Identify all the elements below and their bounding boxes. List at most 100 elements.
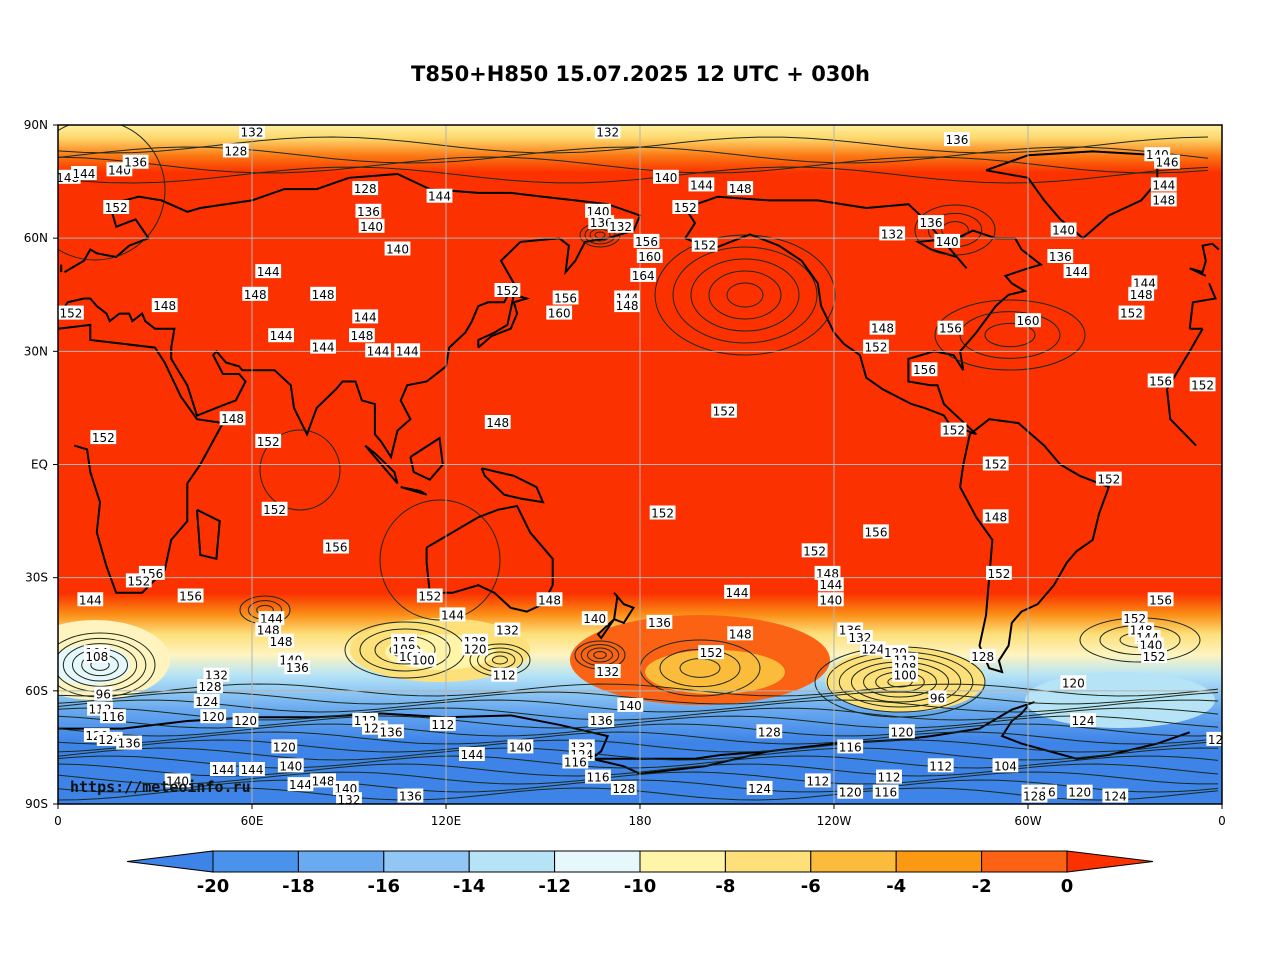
contour-label-bg [397,788,424,803]
height-contour [58,739,1219,753]
height-contour [58,747,1219,761]
contour-label: 144 [72,167,95,181]
contour-label: 120 [1062,676,1085,690]
contour-label: 152 [674,201,697,215]
lat-label: 60S [25,684,48,698]
contour-label-bg [394,343,421,358]
contour-label: 100 [412,654,435,668]
height-contour [58,166,1209,184]
contour-label-bg [177,588,204,603]
contour-label: 136 [124,156,147,170]
contour-label-bg [232,713,259,727]
contour-label-bg [927,758,954,773]
contour-label: 152 [700,646,723,660]
contour-label: 144 [428,190,451,204]
contour-label-bg [284,660,311,675]
height-contour [654,234,836,356]
contour-label-bg [1189,377,1216,392]
contour-label-bg [969,648,996,663]
contour-label-bg [982,456,1009,471]
contour-label-bg [462,641,488,656]
contour-label-bg [711,403,737,418]
contour-label-bg [585,203,611,218]
lon-label: 60W [1014,814,1041,828]
contour-label-bg [944,132,970,147]
contour-label: 124 [748,782,771,796]
contour-label-bg [911,362,938,377]
contour-label-bg [937,320,964,335]
contour-label-bg [332,780,359,795]
contour-label: 140 [360,220,383,234]
contour-label-bg [872,784,899,799]
contour-label: 156 [939,322,962,336]
contour-label: 156 [325,541,348,555]
contour-label-bg [653,169,679,184]
height-contour [934,299,1086,371]
lon-label: 0 [54,814,62,828]
height-contour [62,643,138,687]
coastline [364,444,399,485]
height-contour [726,282,764,308]
contour-label-bg [585,769,611,784]
contour-label-bg [416,588,443,603]
contour-label-bg [727,181,754,196]
contour-label-bg [1206,731,1225,746]
contour-label: 152 [693,239,716,253]
coastline [639,750,770,775]
contour-label: 124 [1072,714,1095,728]
contour-label: 144 [460,748,483,762]
contour-label: 132 [496,624,519,638]
contour-label-bg [863,524,889,539]
contour-label: 156 [179,590,202,604]
contour-label: 144 [441,608,464,622]
contour-label-bg [562,754,589,769]
contour-label-bg [1121,611,1148,626]
contour-label-bg [384,241,411,256]
contour-label-bg [242,286,269,301]
lat-label: 30N [24,344,48,358]
contour-label: 144 [690,178,713,192]
contour-label: 120 [839,786,862,800]
contour-label-bg [271,739,298,754]
colorbar-tick-label: -20 [197,876,230,897]
contour-label-bg [892,667,918,682]
contour-label: 136 [648,616,671,630]
contour-label: 156 [913,363,936,377]
coastline [959,418,1111,674]
contour-label: 148 [871,322,894,336]
contour-label-bg [847,630,873,644]
height-contour [690,258,800,332]
contour-label-bg [804,773,831,788]
contour-label: 144 [79,593,102,607]
contour-label: 140 [819,593,842,607]
contour-label-bg [801,543,828,558]
contour-label: 136 [590,714,613,728]
contour-label: 116 [587,771,610,785]
contour-label: 152 [942,424,965,438]
height-contour [58,779,1219,793]
contour-label: 148 [729,627,752,641]
contour-label: 152 [1097,473,1120,487]
contour-label-bg [77,592,104,607]
contour-label-bg [934,233,961,248]
contour-label-bg [310,339,336,354]
contour-label: 148 [350,329,373,343]
contour-label-bg [649,505,676,520]
contour-label: 108 [85,650,108,664]
coastlines [58,150,1220,775]
height-contour [984,322,1036,348]
height-contour [58,683,1219,697]
contour-label-bg [607,218,634,233]
contour-label: 140 [654,171,677,185]
contour-label-bg [940,422,967,437]
contour-label: 136 [1049,250,1072,264]
contour-label: 136 [286,661,309,675]
latitude-labels: 90N 60N 30N EQ 30S 60S 90S [24,118,58,811]
colorbar [126,850,1154,873]
contour-label-bg [928,690,947,705]
contour-label: 120 [890,725,913,739]
coastline [480,467,545,504]
contour-label: 132 [241,126,264,140]
contour-label-bg [1131,275,1158,290]
contour-label: 144 [289,778,312,792]
